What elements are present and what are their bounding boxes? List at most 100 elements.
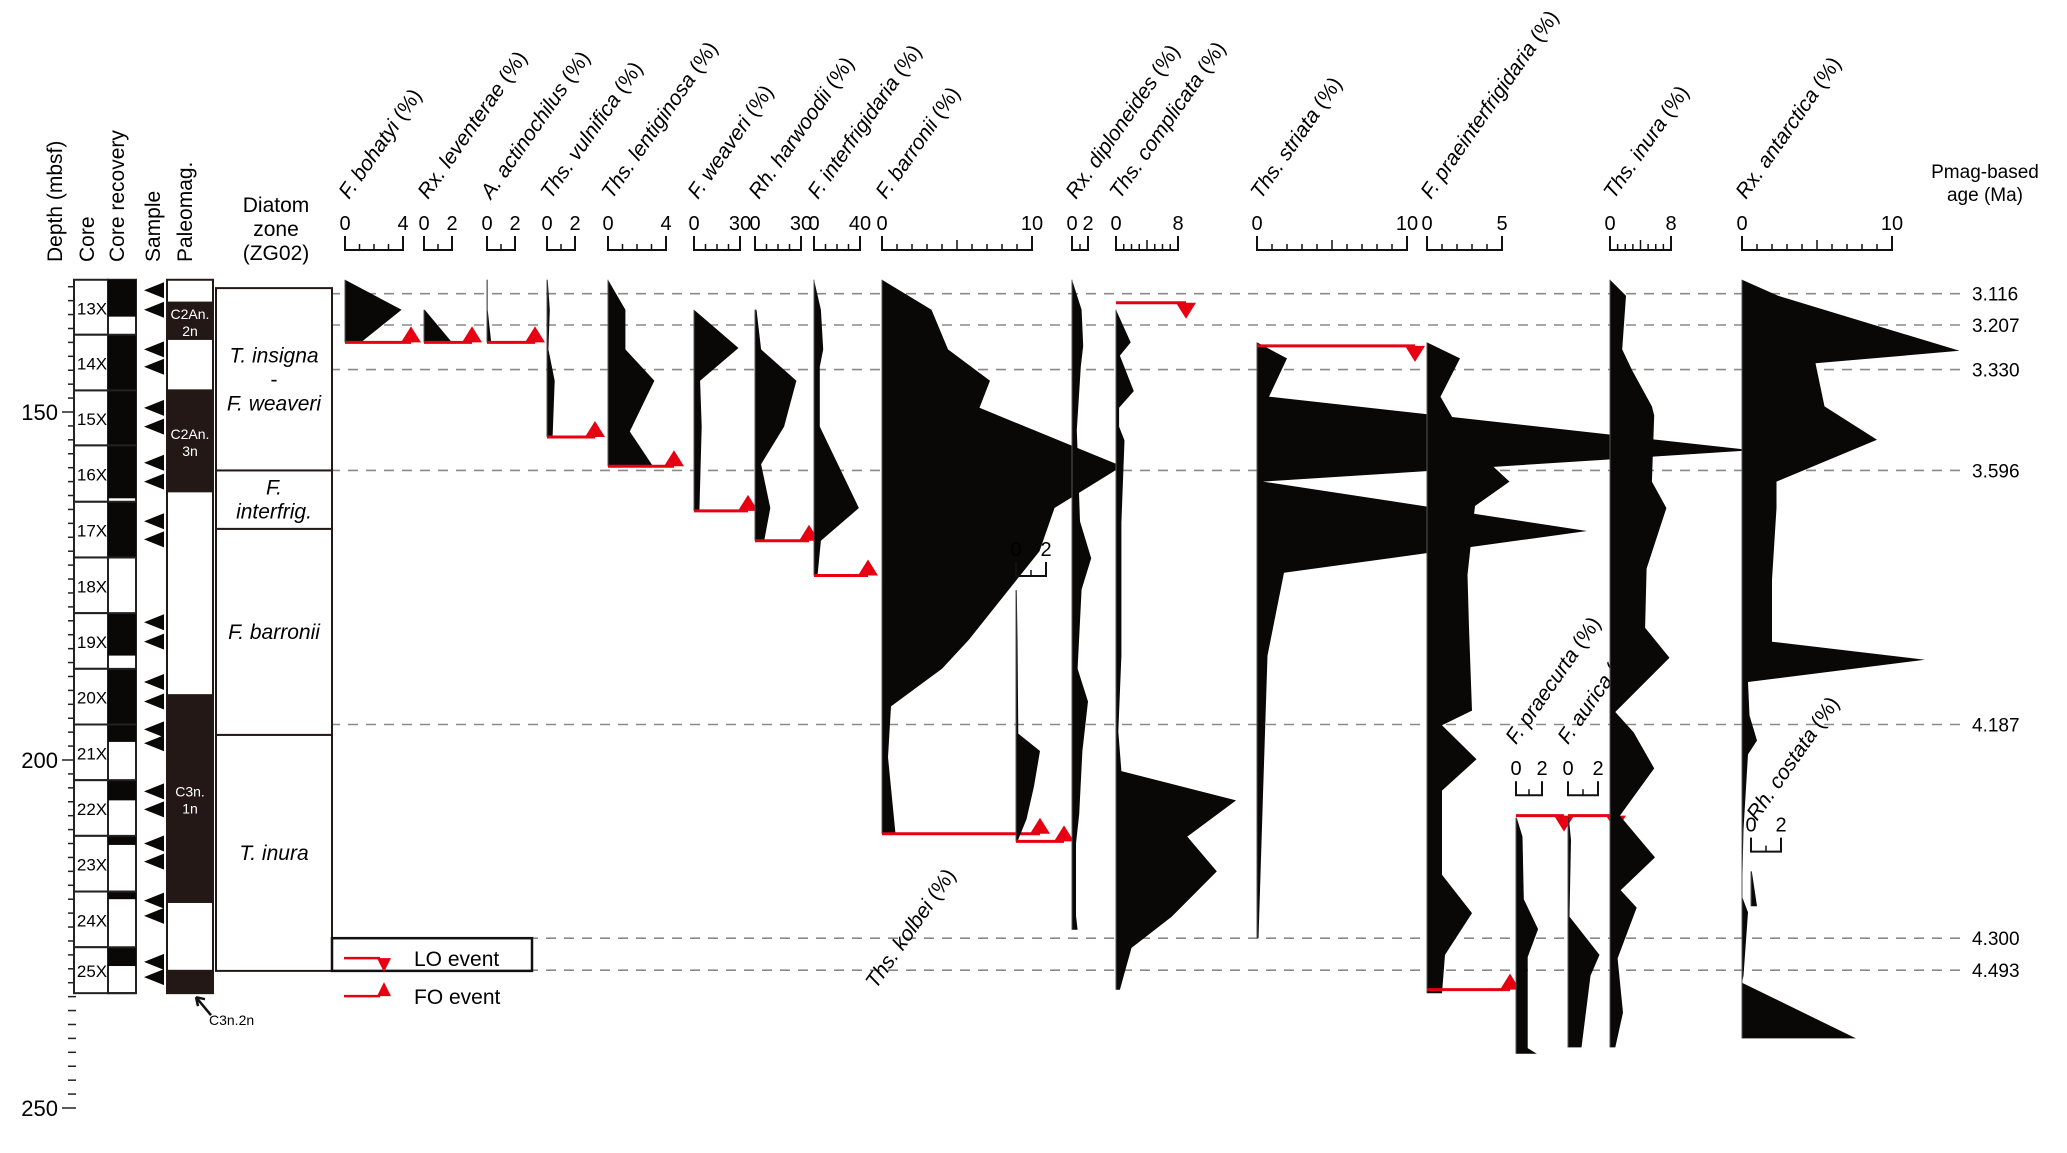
depth-tick-label: 200 — [21, 748, 58, 773]
species-name-label: Rh. harwoodii (%) — [744, 53, 859, 203]
species-column: 0 4F. bohatyi (%) — [334, 85, 427, 344]
chron-label: C2An. — [171, 426, 210, 442]
scale-max-label: 40 — [849, 213, 871, 235]
diatom-zone-label: F. barronii — [228, 621, 321, 644]
core-recovery-header: Core recovery — [106, 130, 129, 262]
sample-marker — [144, 614, 164, 631]
diatom-zone-column: T. insigna-F. weaveri F.interfrig. F. barr… — [215, 287, 333, 972]
abundance-area — [487, 279, 492, 343]
age-datum-label: 3.330 — [1972, 361, 2020, 382]
sample-column — [144, 282, 164, 986]
species-name-label: Ths. kolbei (%) — [861, 865, 960, 993]
species-name: Rx. antarctica — [1731, 85, 1823, 203]
species-name-label: A. actinochilus (%) — [475, 47, 595, 204]
age-datum-label: 4.493 — [1972, 961, 2020, 982]
fo-event-marker — [401, 326, 421, 343]
scale-min-label: 0 — [1251, 213, 1262, 235]
species-column: 0 2 Rx. leventerae (%) — [413, 47, 532, 344]
age-datum-label: 3.596 — [1972, 461, 2020, 482]
scale-max-label: 2 — [1536, 758, 1547, 780]
sample-marker — [144, 358, 164, 375]
age-datum-lines: 3.116 3.207 3.330 3.596 4.187 4.300 4.493 — [330, 285, 2020, 982]
age-header: Pmag-based age (Ma) — [1931, 162, 2039, 206]
sample-marker — [144, 969, 164, 986]
sample-marker — [144, 801, 164, 818]
abundance-area — [1016, 590, 1040, 842]
species-name: F. praeinterfrigidaria — [1416, 38, 1541, 203]
scale-bar — [1426, 236, 1503, 251]
scale-max-label: 2 — [509, 213, 520, 235]
core-label: 17X — [77, 522, 107, 541]
scale-min-label: 0 — [1604, 213, 1615, 235]
legend-label: FO event — [414, 986, 501, 1009]
abundance-area — [814, 279, 859, 576]
depth-tick-label: 250 — [21, 1096, 58, 1121]
column-headers: Depth (mbsf) Core Core recovery Sample P… — [44, 130, 2039, 265]
paleomag-chron — [166, 900, 214, 972]
scale-min-label: 0 — [808, 213, 819, 235]
scale-max-label: 2 — [1082, 213, 1093, 235]
fo-event-marker — [738, 494, 758, 511]
legend: LO event FO event — [330, 936, 534, 1009]
paleomag-chron — [166, 969, 214, 995]
scale-max-label: 30 — [729, 213, 751, 235]
scale-min-label: 0 — [481, 213, 492, 235]
species-name-label: F. interfrigidaria (%) — [803, 41, 926, 203]
core-label: 25X — [77, 962, 107, 981]
scale-min-label: 0 — [1745, 815, 1756, 837]
species-column: 0 30 Rh. harwoodii (%) — [744, 53, 859, 543]
paleomag-header: Paleomag. — [174, 162, 197, 262]
diatom-zone-box — [215, 527, 333, 736]
fo-event-marker — [525, 326, 545, 343]
sample-marker — [144, 301, 164, 318]
chron-label: 1n — [182, 801, 198, 817]
age-datum-label: 3.207 — [1972, 316, 2020, 337]
recovered-interval — [108, 947, 136, 967]
age-header-line: Pmag-based — [1931, 162, 2039, 183]
diatom-zone-label: T. inura — [239, 842, 308, 865]
abundance-area — [345, 279, 402, 343]
scale-max-label: 4 — [397, 213, 408, 235]
sample-marker — [144, 399, 164, 416]
recovered-interval — [108, 668, 136, 742]
core-box — [73, 890, 109, 949]
core-label: 14X — [77, 355, 107, 374]
sample-marker — [144, 473, 164, 490]
sample-marker — [144, 835, 164, 852]
fo-event-marker — [462, 326, 482, 343]
scale-min-label: 0 — [602, 213, 613, 235]
age-header-line: age (Ma) — [1947, 185, 2023, 206]
core-recovery-column — [107, 278, 137, 995]
diatom-zone-label: F. weaveri — [227, 392, 322, 415]
core-box — [73, 333, 109, 392]
chron-annotation-arrow — [194, 995, 212, 1016]
core-label: 16X — [77, 466, 107, 485]
species-name-label: Rx. leventerae (%) — [413, 47, 532, 203]
core-box — [73, 444, 109, 503]
chron-label: C2An. — [171, 306, 210, 322]
legend-fo-marker — [377, 982, 391, 997]
scale-min-label: 0 — [339, 213, 350, 235]
fo-event-marker — [1500, 973, 1520, 990]
scale-min-label: 0 — [1510, 758, 1521, 780]
sample-marker — [144, 953, 164, 970]
sample-marker — [144, 674, 164, 691]
scale-max-label: 30 — [790, 213, 812, 235]
abundance-area — [1116, 309, 1237, 990]
diatom-zone-label: T. insigna — [229, 344, 318, 367]
core-column: 13X 14X 15X 16X 17X 18X 19X 20X 21X 22X 23X 24X 25X — [73, 278, 109, 995]
age-datum-label: 4.187 — [1972, 716, 2020, 737]
scale-max-label: 2 — [1040, 539, 1051, 561]
species-name-label: F. praecurta (%) — [1501, 613, 1605, 748]
species-name: F. bohatyi — [334, 115, 405, 203]
scale-max-label: 4 — [660, 213, 671, 235]
scale-min-label: 0 — [1736, 213, 1747, 235]
diatom-zone-label: F. — [266, 477, 282, 500]
sample-marker — [144, 282, 164, 299]
recovered-interval — [108, 835, 136, 845]
fo-event-marker — [664, 450, 684, 467]
legend-lo-marker — [377, 958, 391, 973]
paleomag-chron — [166, 301, 214, 340]
